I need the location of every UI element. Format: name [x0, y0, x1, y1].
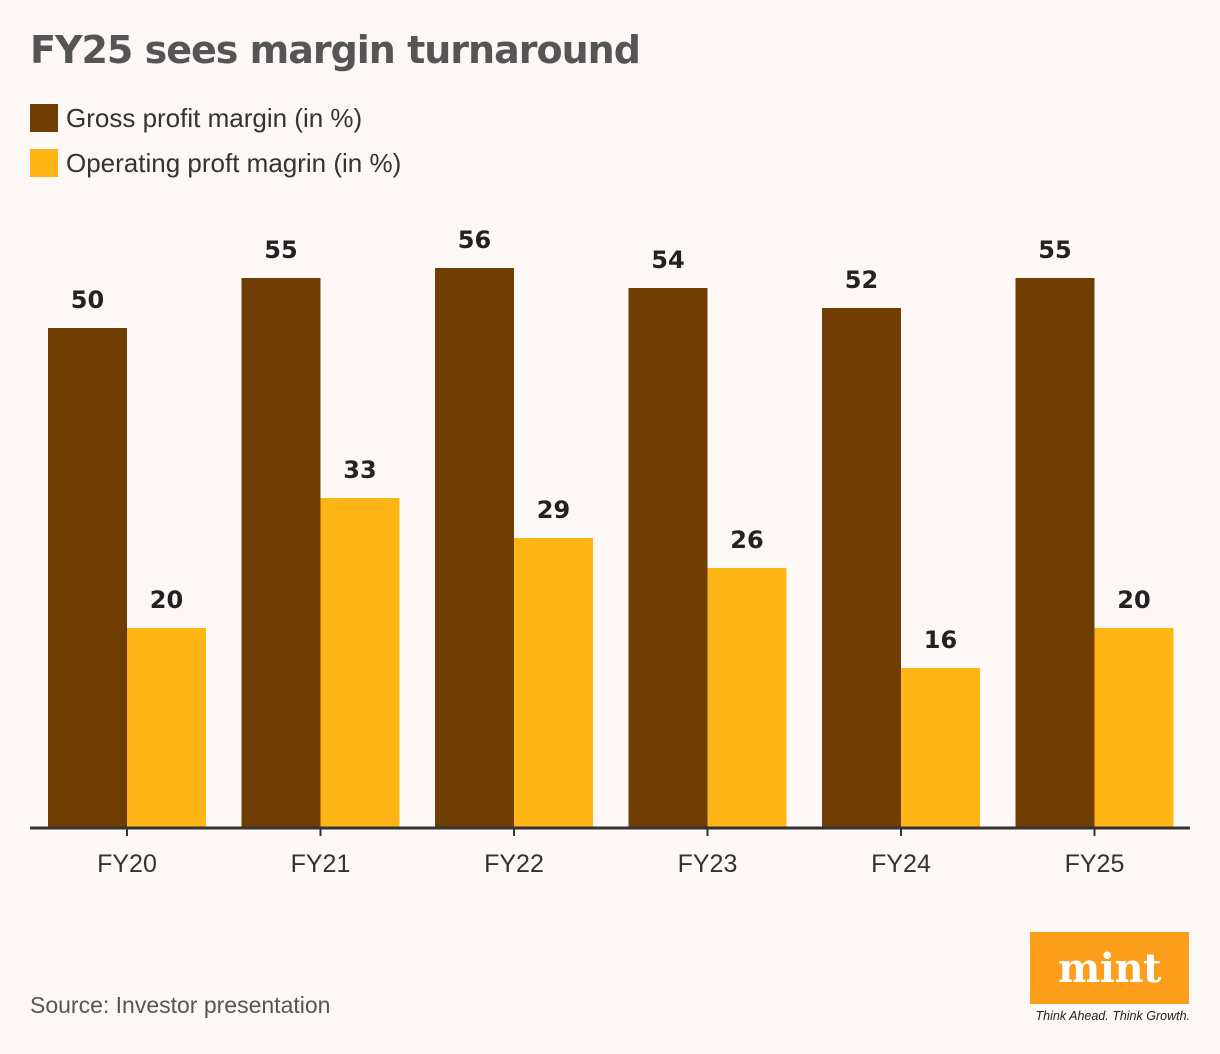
bar-operating-fy24	[901, 668, 980, 828]
bar-chart: 50 20 FY20 55 33 FY21 56 29 FY22 54 26 FY23 52 16 FY24…	[30, 226, 1190, 878]
mint-logo-text: mint	[1057, 944, 1162, 992]
legend-label-gross: Gross profit margin (in %)	[66, 102, 363, 133]
value-label-gross-fy23: 54	[651, 246, 684, 274]
mint-logo: mint	[1030, 932, 1189, 1004]
value-label-gross-fy25: 55	[1038, 236, 1071, 264]
bar-gross-fy24	[822, 308, 901, 828]
bar-gross-fy22	[435, 268, 514, 828]
x-tick-label-fy22: FY22	[484, 850, 544, 878]
value-label-gross-fy21: 55	[264, 236, 297, 264]
value-label-operating-fy25: 20	[1117, 586, 1150, 614]
bar-operating-fy21	[320, 498, 400, 828]
bar-gross-fy21	[241, 278, 321, 828]
legend-swatch-operating	[30, 149, 58, 177]
value-label-operating-fy20: 20	[150, 586, 183, 614]
bar-operating-fy20	[127, 628, 206, 828]
legend-item-gross: Gross profit margin (in %)	[30, 103, 362, 133]
x-tick-label-fy21: FY21	[291, 850, 351, 878]
value-label-operating-fy23: 26	[730, 526, 763, 554]
bar-gross-fy23	[628, 288, 708, 828]
chart-title: FY25 sees margin turnaround	[30, 28, 641, 72]
bar-gross-fy25	[1015, 278, 1095, 828]
bar-gross-fy20	[48, 328, 127, 828]
value-label-operating-fy21: 33	[343, 456, 376, 484]
x-tick-label-fy23: FY23	[678, 850, 738, 878]
legend-label-operating: Operating proft magrin (in %)	[66, 147, 402, 178]
legend-swatch-gross	[30, 104, 58, 132]
x-tick-label-fy20: FY20	[97, 850, 157, 878]
bar-operating-fy22	[514, 538, 593, 828]
bar-operating-fy23	[707, 568, 787, 828]
x-tick-label-fy24: FY24	[871, 850, 931, 878]
x-tick-label-fy25: FY25	[1065, 850, 1125, 878]
value-label-gross-fy22: 56	[458, 226, 491, 254]
value-label-gross-fy20: 50	[71, 286, 104, 314]
bar-operating-fy25	[1094, 628, 1174, 828]
value-label-operating-fy24: 16	[924, 626, 957, 654]
logo-tagline: Think Ahead. Think Growth.	[1035, 1009, 1190, 1023]
value-label-operating-fy22: 29	[537, 496, 570, 524]
value-label-gross-fy24: 52	[845, 266, 878, 294]
legend-item-operating: Operating proft magrin (in %)	[30, 148, 401, 178]
source-note: Source: Investor presentation	[30, 992, 331, 1018]
